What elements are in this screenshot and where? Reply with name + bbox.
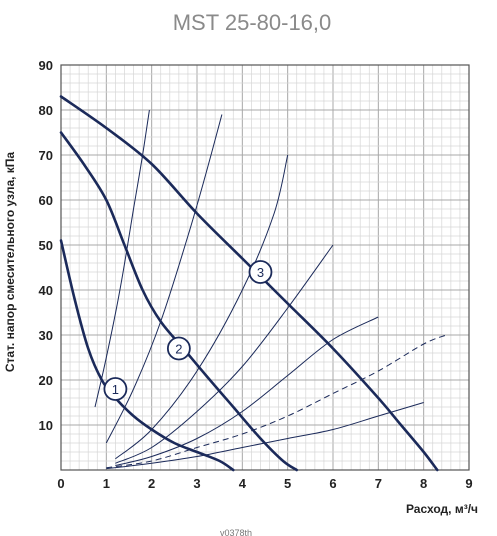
y-tick-label: 90 xyxy=(39,58,53,73)
pump-curve-1 xyxy=(59,239,235,472)
y-tick-label: 10 xyxy=(39,418,53,433)
curve-marker-3 xyxy=(248,260,273,284)
y-axis-label: Стат. напор смесительного узла, кПа xyxy=(3,152,17,373)
x-tick-label: 9 xyxy=(465,476,472,491)
curve-marker-label-3: 3 xyxy=(257,265,264,280)
footer-code: v0378th xyxy=(220,528,252,536)
curve-marker-label-1: 1 xyxy=(112,382,119,397)
pump-curve-3 xyxy=(59,95,439,472)
system-curve-4 xyxy=(115,244,334,464)
grid xyxy=(60,64,470,471)
x-tick-label: 8 xyxy=(420,476,427,491)
x-tick-label: 0 xyxy=(57,476,64,491)
y-tick-label: 60 xyxy=(39,193,53,208)
y-tick-label: 70 xyxy=(39,148,53,163)
pump-curves xyxy=(59,95,439,472)
x-tick-label: 7 xyxy=(375,476,382,491)
chart-title: MST 25-80-16,0 xyxy=(173,10,332,35)
y-tick-label: 50 xyxy=(39,238,53,253)
x-axis-label: Расход, м³/ч xyxy=(406,502,478,516)
x-tick-label: 4 xyxy=(239,476,247,491)
x-tick-label: 3 xyxy=(193,476,200,491)
x-tick-label: 2 xyxy=(148,476,155,491)
system-curve-5 xyxy=(115,316,379,466)
pump-curve-2 xyxy=(59,131,298,472)
y-tick-label: 30 xyxy=(39,328,53,343)
y-tick-label: 40 xyxy=(39,283,53,298)
system-curve-2 xyxy=(105,114,223,444)
tick-labels: 0 1 2 3 4 5 6 7 8 9 10 20 30 40 50 60 70 80 90 xyxy=(39,58,473,491)
x-tick-label: 1 xyxy=(103,476,110,491)
y-tick-label: 80 xyxy=(39,103,53,118)
plot-frame xyxy=(60,64,470,471)
curve-markers: 1 2 3 xyxy=(103,260,273,401)
curve-marker-label-2: 2 xyxy=(175,342,182,357)
y-tick-label: 20 xyxy=(39,373,53,388)
curve-marker-2 xyxy=(166,336,191,361)
x-tick-label: 5 xyxy=(284,476,291,491)
curve-marker-1 xyxy=(103,377,128,401)
x-tick-label: 6 xyxy=(329,476,336,491)
